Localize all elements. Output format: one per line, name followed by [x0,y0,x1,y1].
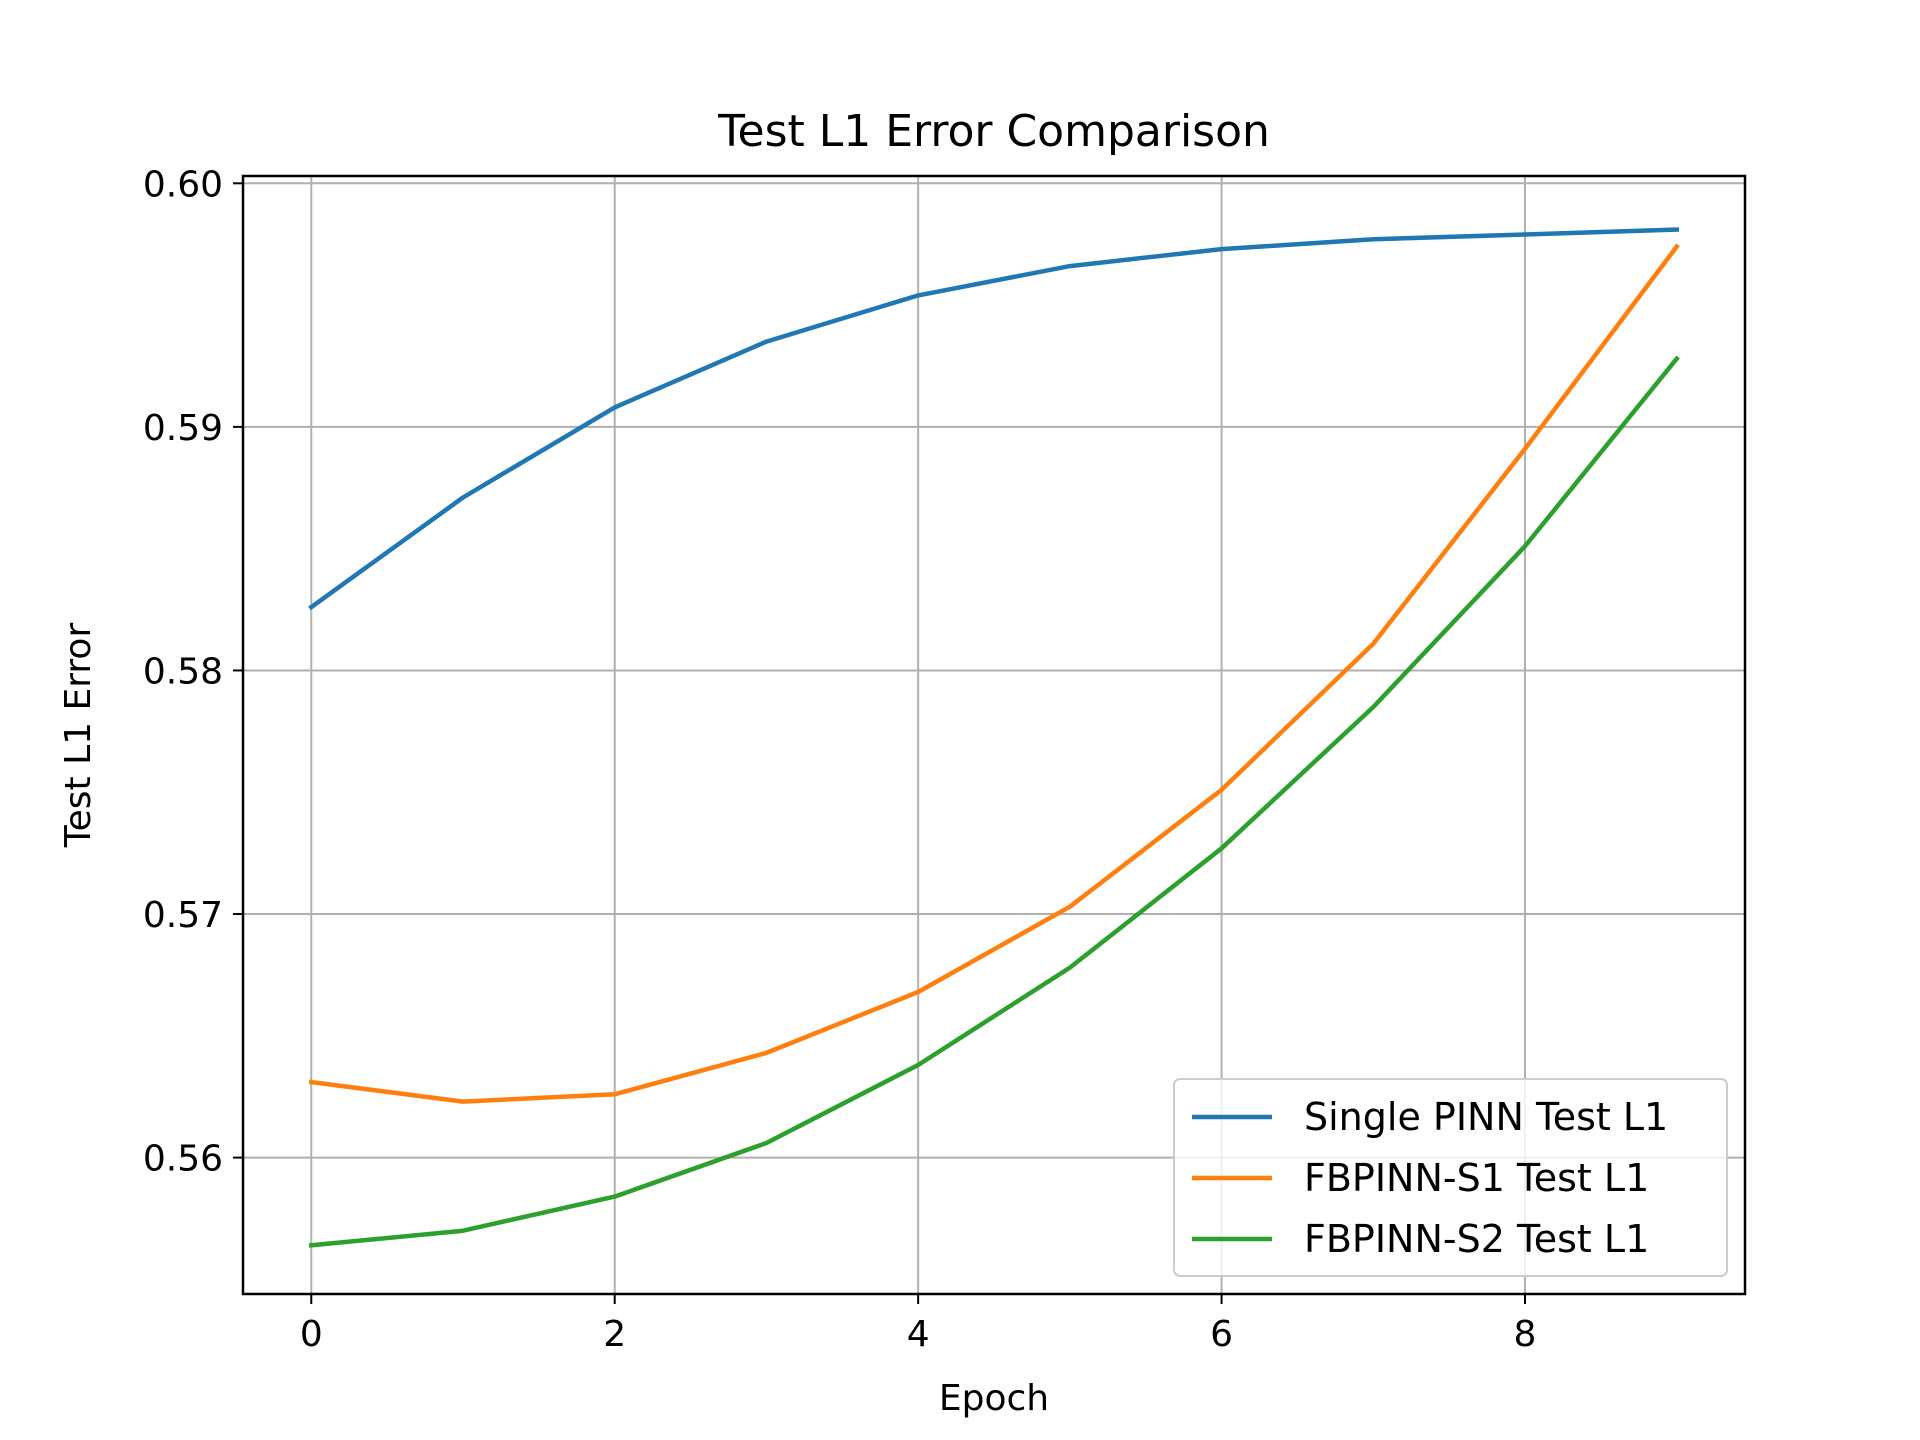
series-lines [308,227,1680,1248]
legend-label-3: FBPINN-S2 Test L1 [1304,1217,1649,1261]
y-tick-label: 0.56 [143,1139,223,1180]
legend: Single PINN Test L1 FBPINN-S1 Test L1 FBPI… [1173,1078,1728,1277]
axes-frame [241,174,1747,1296]
axis-ticks: 0 2 4 6 8 0.56 0.57 0.58 0.59 0.60 [143,164,1537,1355]
x-tick-label: 6 [1210,1314,1233,1355]
y-tick-label: 0.58 [143,651,223,692]
legend-label-1: Single PINN Test L1 [1304,1095,1668,1139]
legend-label-2: FBPINN-S1 Test L1 [1304,1156,1649,1200]
series-line-1 [308,227,1680,611]
x-tick-label: 2 [603,1314,626,1355]
x-axis-label: Epoch [939,1378,1049,1419]
x-tick-label: 8 [1514,1314,1537,1355]
chart-title: Test L1 Error Comparison [717,106,1270,157]
grid [243,176,1745,1294]
y-tick-label: 0.59 [143,408,223,449]
series-line-2 [308,243,1680,1104]
y-tick-label: 0.60 [143,164,223,205]
x-tick-label: 4 [907,1314,930,1355]
y-axis-label: Test L1 Error [58,623,99,849]
x-tick-label: 0 [300,1314,323,1355]
series-line-3 [308,355,1680,1248]
y-tick-label: 0.57 [143,895,223,936]
legend-box [1173,1078,1728,1277]
